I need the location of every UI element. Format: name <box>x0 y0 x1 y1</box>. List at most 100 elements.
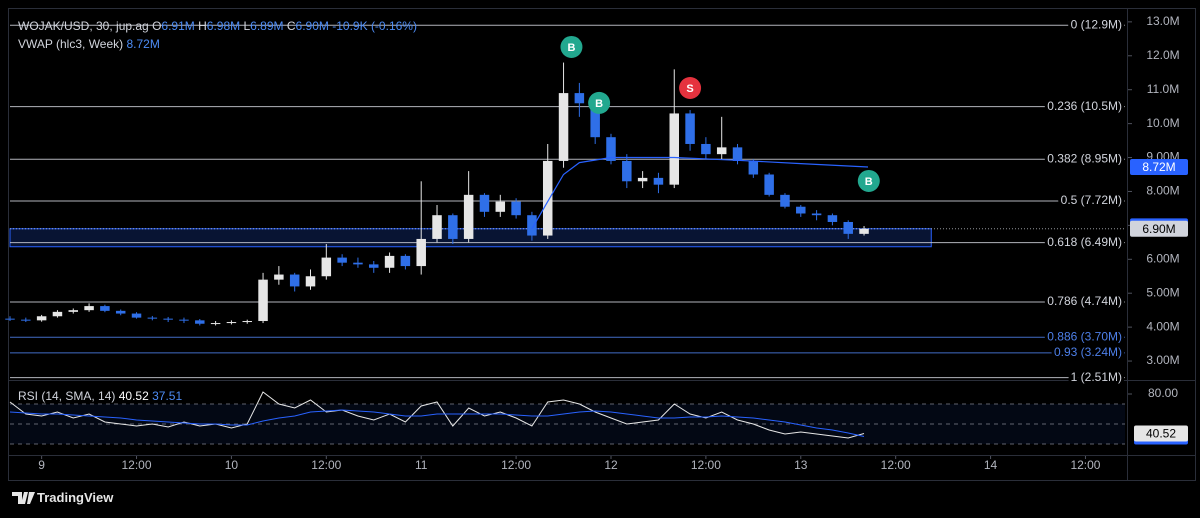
x-tick-label: 12:00 <box>691 458 721 472</box>
ohlc-key: C <box>287 19 296 33</box>
candle-body <box>274 274 284 280</box>
candle-body <box>100 306 110 311</box>
logo-icon <box>12 492 35 504</box>
trade-marker-label: B <box>567 42 575 54</box>
candle-body <box>179 319 189 321</box>
price-tag-bg <box>1130 159 1188 176</box>
candle-body <box>495 201 506 212</box>
ohlc-key: O <box>152 19 161 33</box>
candle-body <box>574 93 585 104</box>
price-change: -10.9K (-0.16%) <box>332 19 417 33</box>
fib-label: 0 (12.9M) <box>1071 17 1122 31</box>
rsi-line <box>9 391 865 439</box>
vwap-legend: VWAP (hlc3, Week) 8.72M <box>18 37 160 51</box>
candle-body <box>637 177 648 182</box>
candle-body <box>416 238 426 267</box>
y-tick-label: 4.00M <box>1146 319 1179 333</box>
y-tick-label: 12.0M <box>1146 48 1179 62</box>
fib-label: 0.236 (10.5M) <box>1047 99 1122 113</box>
tradingview-logo: TradingView <box>12 490 114 505</box>
candle-body <box>653 177 664 185</box>
trade-marker-label: B <box>595 98 603 110</box>
chart-frame <box>8 8 1196 481</box>
candle-body <box>52 311 63 317</box>
ohlc-key: L <box>243 19 250 33</box>
y-tick-label: 11.0M <box>1147 82 1179 96</box>
candle-body <box>463 194 474 239</box>
x-tick-label: 13 <box>794 458 808 472</box>
x-tick-label: 12:00 <box>311 458 341 472</box>
fib-label: 0.5 (7.72M) <box>1061 193 1122 207</box>
ohlc-value: 6.98M <box>207 19 240 33</box>
candle-body <box>210 323 221 325</box>
candle-body <box>859 228 869 234</box>
fib-label: 0.886 (3.70M) <box>1047 329 1122 343</box>
candle-body <box>5 318 15 320</box>
rsi-value: 40.52 <box>119 389 149 403</box>
x-tick-label: 12:00 <box>881 458 911 472</box>
candle-body <box>590 103 600 138</box>
fib-label: 0.786 (4.74M) <box>1047 294 1122 308</box>
candle-body <box>195 320 205 324</box>
x-tick-label: 12:00 <box>501 458 531 472</box>
fib-label: 0.618 (6.49M) <box>1047 235 1122 249</box>
trade-marker-label: S <box>686 83 693 95</box>
fib-label: 0.93 (3.24M) <box>1054 345 1122 359</box>
vwap-line <box>531 156 869 230</box>
candle-body <box>432 215 442 239</box>
candle-body <box>242 321 252 323</box>
value-tag: 40.52 <box>1146 427 1176 441</box>
candle-body <box>527 215 537 236</box>
price-tag: 6.90M <box>1142 222 1175 236</box>
candle-body <box>36 316 47 321</box>
candle-body <box>115 310 126 314</box>
candle-body <box>811 213 822 216</box>
candle-body <box>353 262 363 265</box>
candle-body <box>384 255 395 268</box>
candle-body <box>827 215 838 222</box>
trade-marker <box>560 35 583 58</box>
y-tick-label: 80.00 <box>1148 386 1178 400</box>
candle-body <box>843 221 853 234</box>
candle-body <box>305 276 316 287</box>
price-tag: 8.72M <box>1142 160 1175 174</box>
y-tick-label: 3.00M <box>1146 353 1179 367</box>
y-tick-label: 13.0M <box>1146 14 1179 28</box>
candle-body <box>669 113 679 185</box>
rsi-name: RSI (14, SMA, 14) <box>18 389 115 403</box>
ohlc-value: 6.91M <box>161 19 194 33</box>
candle-body <box>147 317 158 319</box>
ohlc-value: 6.89M <box>250 19 283 33</box>
fib-label: 1 (2.51M) <box>1071 370 1122 384</box>
candle-body <box>400 255 411 267</box>
candle-body <box>163 318 173 320</box>
candle-body <box>732 147 743 161</box>
candle-body <box>337 257 347 263</box>
candle-body <box>622 160 632 182</box>
y-tick-label: 5.00M <box>1146 285 1179 299</box>
candle-body <box>258 279 268 322</box>
value-tag-bg <box>1134 425 1188 442</box>
trade-marker <box>679 77 702 100</box>
candle-body <box>479 194 490 212</box>
symbol: WOJAK/USD, 30, jup.ag <box>18 19 149 33</box>
x-tick-label: 11 <box>415 458 428 472</box>
candle-body <box>606 137 616 161</box>
x-tick-label: 10 <box>225 458 239 472</box>
candle-body <box>685 113 695 144</box>
x-tick-label: 9 <box>38 458 45 472</box>
candle-body <box>542 160 553 236</box>
candle-body <box>289 274 300 287</box>
candle-body <box>511 201 521 216</box>
x-tick-label: 12:00 <box>1070 458 1100 472</box>
candle-body <box>21 319 31 321</box>
candle-body <box>226 322 237 324</box>
candle-body <box>716 147 727 155</box>
x-tick-label: 12:00 <box>122 458 152 472</box>
trade-marker <box>857 169 880 192</box>
candle-body <box>701 143 711 155</box>
rsi-sma-value: 37.51 <box>152 389 182 403</box>
y-tick-label: 8.00M <box>1146 184 1179 198</box>
